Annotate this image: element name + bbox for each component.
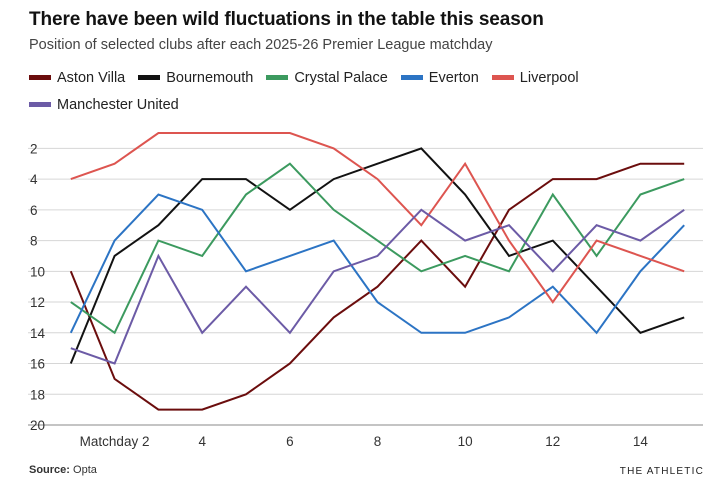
x-tick-label: 12 bbox=[545, 434, 560, 449]
series-line-manchester-united bbox=[70, 208, 685, 365]
series-line-crystal-palace bbox=[70, 162, 685, 335]
legend-item: Everton bbox=[400, 64, 479, 91]
gridlines bbox=[28, 147, 703, 426]
y-tick-label: 6 bbox=[30, 203, 38, 218]
legend-swatch bbox=[400, 75, 423, 80]
legend-item: Manchester United bbox=[29, 91, 179, 118]
x-tick-label: 14 bbox=[633, 434, 649, 449]
y-axis-ticks: 2 4 6 8 10 12 14 16 18 20 bbox=[30, 141, 46, 433]
source-value: Opta bbox=[73, 464, 97, 476]
y-tick-label: 10 bbox=[30, 264, 45, 279]
x-tick-label: 6 bbox=[286, 434, 294, 449]
series-line-bournemouth bbox=[69, 147, 685, 364]
series-line-everton bbox=[69, 193, 685, 335]
y-tick-label: 12 bbox=[30, 295, 45, 310]
legend-label: Everton bbox=[428, 69, 479, 86]
legend-swatch bbox=[266, 75, 289, 80]
x-tick-label: Matchday 2 bbox=[80, 434, 150, 449]
legend-swatch bbox=[29, 75, 51, 80]
legend-item: Crystal Palace bbox=[266, 64, 388, 91]
legend-item: Bournemouth bbox=[138, 64, 253, 91]
legend-swatch bbox=[138, 75, 161, 80]
brand-logo-text: THE ATHLETIC bbox=[619, 466, 704, 477]
y-tick-label: 2 bbox=[30, 141, 38, 156]
x-tick-label: 8 bbox=[374, 434, 382, 449]
chart-subtitle: Position of selected clubs after each 20… bbox=[29, 37, 493, 53]
x-tick-label: 10 bbox=[458, 434, 473, 449]
series-line-liverpool bbox=[70, 132, 685, 304]
x-axis-ticks: Matchday 2 4 6 8 10 12 14 bbox=[80, 434, 649, 449]
source-label: Source: bbox=[29, 464, 70, 476]
y-tick-label: 14 bbox=[30, 326, 46, 341]
y-tick-label: 20 bbox=[30, 418, 45, 433]
source-note: Source: Opta bbox=[29, 464, 97, 476]
legend-label: Aston Villa bbox=[57, 69, 126, 86]
chart-title: There have been wild fluctuations in the… bbox=[29, 9, 544, 30]
legend: Aston Villa Bournemouth Crystal Palace Ever… bbox=[29, 64, 689, 118]
legend-label: Liverpool bbox=[519, 69, 579, 86]
legend-swatch bbox=[491, 75, 514, 80]
legend-item: Liverpool bbox=[491, 64, 579, 91]
legend-label: Bournemouth bbox=[166, 69, 254, 86]
legend-swatch bbox=[29, 102, 51, 107]
y-tick-label: 8 bbox=[30, 234, 38, 249]
y-tick-label: 4 bbox=[30, 172, 38, 187]
y-tick-label: 18 bbox=[30, 387, 45, 402]
legend-label: Manchester United bbox=[57, 96, 179, 113]
legend-item: Aston Villa bbox=[29, 64, 125, 91]
y-tick-label: 16 bbox=[30, 357, 45, 372]
x-tick-label: 4 bbox=[198, 434, 206, 449]
series-lines bbox=[69, 132, 685, 411]
legend-label: Crystal Palace bbox=[294, 69, 388, 86]
series-line-aston-villa bbox=[69, 162, 685, 411]
